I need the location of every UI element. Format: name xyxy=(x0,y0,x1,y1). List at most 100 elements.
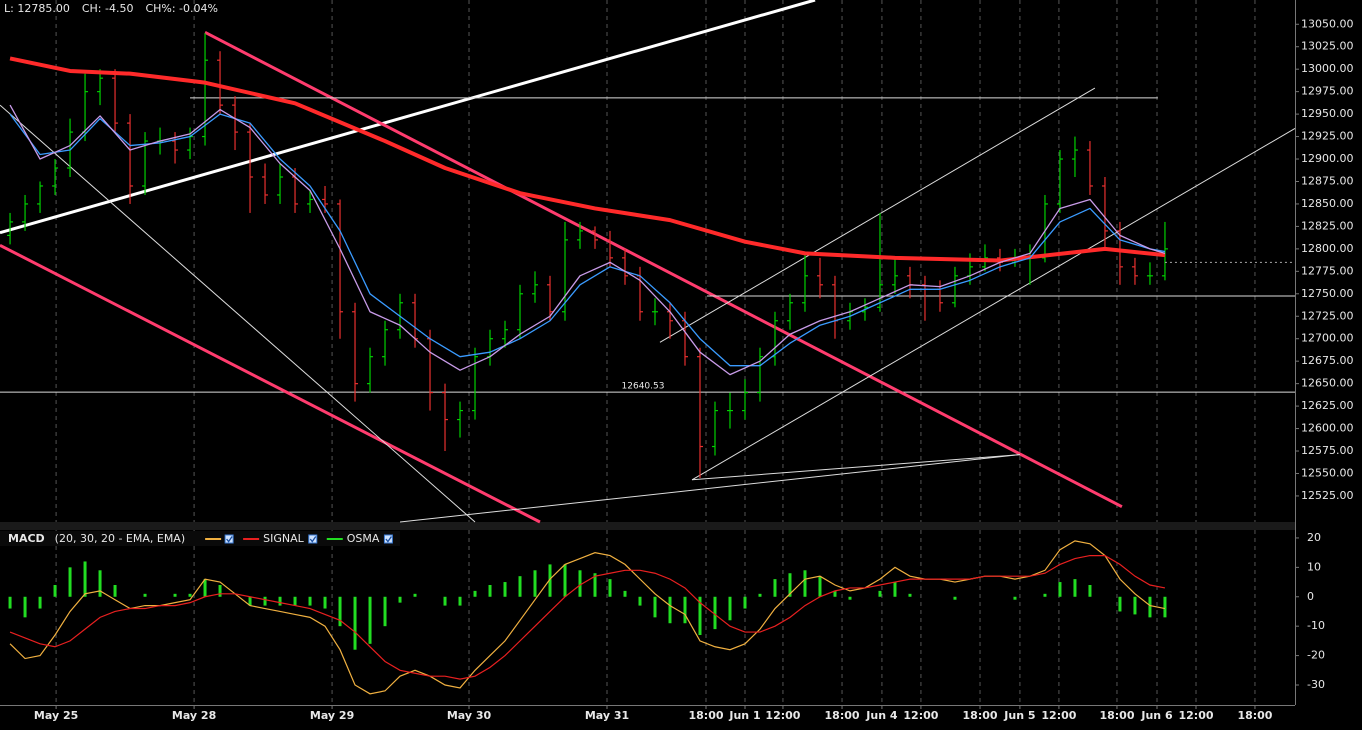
trend-line xyxy=(0,104,476,523)
histogram-bar xyxy=(953,596,957,600)
macd-panel: 20 10 0 -10 -20 -30 xyxy=(8,530,1325,705)
y-tick-label: 12675.00 xyxy=(1301,354,1354,367)
y-tick-label: 12875.00 xyxy=(1301,174,1354,187)
histogram-bar xyxy=(368,596,372,644)
panel-divider xyxy=(0,522,1295,530)
histogram-bar xyxy=(188,593,192,597)
x-tick-label: Jun 6 xyxy=(1140,709,1173,722)
trend-line xyxy=(691,128,1296,481)
x-tick-label: May 30 xyxy=(447,709,492,722)
x-tick-label: 12:00 xyxy=(765,709,800,722)
histogram-bar xyxy=(758,593,762,597)
histogram-bar xyxy=(1118,596,1122,612)
x-tick-label: Jun 4 xyxy=(865,709,898,722)
legend-checkbox[interactable] xyxy=(308,534,318,544)
x-tick-label: 12:00 xyxy=(1041,709,1076,722)
histogram-bar xyxy=(173,593,177,597)
x-tick-label: 12:00 xyxy=(903,709,938,722)
histogram-bar xyxy=(413,593,417,597)
histogram-bar xyxy=(668,596,672,624)
histogram-bar xyxy=(293,596,297,606)
histogram-bar xyxy=(53,585,57,597)
y-tick-label: 13050.00 xyxy=(1301,17,1354,30)
y-tick-label: 12975.00 xyxy=(1301,85,1354,98)
price-header: L: 12785.00 CH: -4.50 CH%: -0.04% xyxy=(4,2,218,15)
trend-line xyxy=(0,243,541,524)
y-tick-label: 10 xyxy=(1307,560,1321,573)
histogram-bar xyxy=(818,576,822,597)
y-tick-label: 12850.00 xyxy=(1301,197,1354,210)
price-panel: 12525.00 12550.00 12575.00 12600.00 12625.00… xyxy=(0,0,1354,524)
y-tick-label: 12700.00 xyxy=(1301,332,1354,345)
histogram-bar xyxy=(473,590,477,597)
histogram-bar xyxy=(1163,596,1167,618)
y-tick-label: 12575.00 xyxy=(1301,444,1354,457)
histogram-bar xyxy=(503,582,507,597)
level-label: 12640.53 xyxy=(622,382,665,392)
histogram-bar xyxy=(788,573,792,597)
histogram-bar xyxy=(893,582,897,597)
x-tick-label: May 28 xyxy=(172,709,216,722)
histogram-bar xyxy=(38,596,42,609)
y-tick-label: -20 xyxy=(1307,649,1325,662)
histogram-bar xyxy=(383,596,387,627)
histogram-bar xyxy=(443,596,447,606)
legend-label: OSMA xyxy=(347,532,380,545)
histogram-bar xyxy=(248,596,252,606)
histogram-bar xyxy=(278,596,282,606)
y-tick-label: -10 xyxy=(1307,619,1325,632)
histogram-bar xyxy=(98,570,102,597)
y-tick-label: 12950.00 xyxy=(1301,107,1354,120)
x-tick-label: 18:00 xyxy=(1237,709,1272,722)
macd-header-bg xyxy=(0,531,400,546)
histogram-bar xyxy=(143,593,147,597)
histogram-bar xyxy=(683,596,687,624)
y-tick-label: 20 xyxy=(1307,531,1321,544)
legend-checkbox[interactable] xyxy=(383,534,393,544)
histogram-bar xyxy=(593,573,597,597)
legend-label: SIGNAL xyxy=(263,532,305,545)
histogram-bar xyxy=(323,596,327,609)
histogram-bar xyxy=(23,596,27,618)
x-axis: May 25 May 28 May 29 May 30 May 31 18:00 Jun 1… xyxy=(34,705,1273,722)
x-tick-label: 18:00 xyxy=(963,709,998,722)
histogram-bar xyxy=(848,596,852,600)
histogram-bar xyxy=(623,590,627,597)
x-tick-label: 18:00 xyxy=(825,709,860,722)
y-tick-label: 12800.00 xyxy=(1301,242,1354,255)
histogram-bar xyxy=(488,585,492,597)
histogram-bar xyxy=(1133,596,1137,615)
checkmark xyxy=(309,536,317,543)
histogram-bar xyxy=(638,596,642,606)
histogram-bar xyxy=(1058,582,1062,597)
histogram-bar xyxy=(308,596,312,606)
moving-average xyxy=(9,56,1166,263)
histogram-bar xyxy=(338,596,342,627)
histogram-bar xyxy=(878,590,882,597)
histogram-bar xyxy=(578,570,582,597)
histogram-bar xyxy=(113,585,117,597)
y-tick-label: 12525.00 xyxy=(1301,489,1354,502)
histogram-bar xyxy=(1013,596,1017,600)
histogram-bar xyxy=(608,579,612,597)
histogram-bar xyxy=(653,596,657,618)
macd-header: MACD (20, 30, 20 - EMA, EMA) SIGNAL OSMA xyxy=(0,531,400,546)
histogram-bar xyxy=(353,596,357,650)
y-tick-label: 12900.00 xyxy=(1301,152,1354,165)
trend-line xyxy=(692,454,1020,481)
histogram-bar xyxy=(203,579,207,597)
histogram-bar xyxy=(218,585,222,597)
y-tick-label: 12650.00 xyxy=(1301,377,1354,390)
histogram-bar xyxy=(68,567,72,597)
stat-text: L: 12785.00 xyxy=(4,2,70,15)
moving-average xyxy=(9,113,1166,367)
histogram-bar xyxy=(1148,596,1152,618)
histogram-bar xyxy=(398,596,402,603)
histogram-bar xyxy=(728,596,732,621)
histogram-bar xyxy=(1088,585,1092,597)
y-tick-label: 12750.00 xyxy=(1301,287,1354,300)
legend-checkbox[interactable] xyxy=(224,534,234,544)
histogram-bar xyxy=(8,596,12,609)
